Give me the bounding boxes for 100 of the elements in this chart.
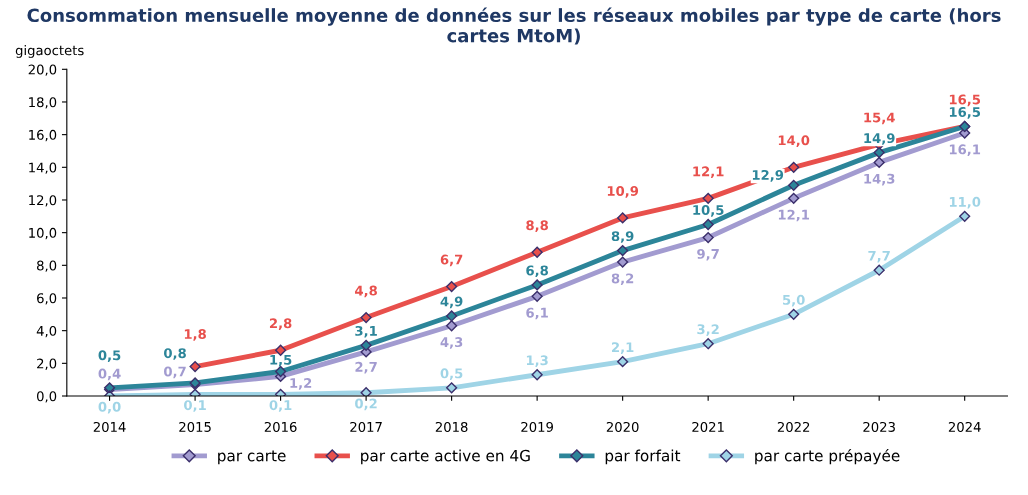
y-tick-label: 16,0 [29,129,57,142]
point [873,156,885,169]
point [702,192,714,204]
point [360,339,372,351]
data-label: 3,1 [355,325,377,338]
point [873,264,885,276]
data-label: 8,8 [526,220,548,232]
point [446,280,458,293]
x-tick-label: 2024 [948,421,981,432]
x-tick-label: 2017 [350,421,382,432]
point [274,344,287,356]
data-label: 0,5 [440,368,463,381]
point [617,245,629,257]
data-label: 1,2 [290,378,312,390]
point [788,179,800,191]
data-label: 0,4 [98,368,121,381]
point [446,310,458,322]
data-label: 4,9 [440,296,463,309]
data-label: 12,1 [693,166,724,179]
x-tick-label: 2015 [179,421,211,432]
point [446,382,458,394]
data-label: 12,9 [752,169,784,182]
data-label: 11,0 [949,196,981,209]
x-tick-label: 2019 [521,421,553,432]
point [959,210,971,222]
y-tick-label: 20,0 [28,64,57,76]
data-label: 6,1 [526,307,548,320]
x-tick-label: 2014 [93,421,126,432]
y-tick-label: 18,0 [29,97,57,109]
y-tick-label: 14,0 [29,162,57,174]
y-tick-label: 10,0 [29,227,57,240]
legend-label: par carte prépayée [755,448,900,465]
data-label: 14,9 [864,133,895,145]
point [617,212,629,224]
x-tick-label: 2018 [435,421,468,432]
data-label: 7,7 [868,250,890,263]
point [446,320,458,332]
data-label: 0,2 [355,398,377,411]
y-axis-title: gigaoctets [15,45,84,58]
data-label: 0,0 [98,401,121,414]
data-label: 14,3 [864,173,895,186]
data-label: 2,1 [612,342,634,354]
data-label: 0,1 [184,400,206,412]
point [873,147,885,159]
point [702,231,714,244]
data-label: 6,8 [526,265,548,278]
x-tick-label: 2020 [606,421,639,432]
data-label: 8,9 [611,231,634,243]
data-label: 9,7 [697,248,719,261]
data-label: 12,1 [778,209,810,222]
data-label: 1,8 [184,329,206,341]
y-tick-label: 12,0 [29,195,57,207]
data-label: 3,2 [697,324,719,336]
x-tick-label: 2016 [264,421,297,432]
data-label: 2,8 [269,318,292,330]
point [531,369,543,381]
y-tick-label: 0,0 [36,391,57,403]
data-label: 16,5 [949,94,981,107]
point [788,192,800,204]
legend-label: par carte [218,450,286,465]
data-label: 0,1 [269,400,292,412]
y-tick-label: 6,0 [37,293,57,305]
data-label: 0,8 [164,348,186,360]
point [531,246,543,258]
point [702,338,714,350]
x-tick-label: 2022 [777,421,810,432]
x-tick-label: 2023 [863,421,895,432]
point [617,356,629,368]
data-label: 15,4 [864,112,895,125]
point [189,360,201,373]
data-label: 10,5 [693,205,724,217]
legend-label: par forfait [605,449,681,465]
data-label: 5,0 [782,294,805,307]
data-label: 8,2 [611,273,634,286]
data-label: 1,3 [526,355,548,367]
y-tick-label: 2,0 [37,358,57,370]
point [617,256,629,268]
point [788,308,800,320]
data-label: 0,7 [164,366,186,379]
data-label: 2,7 [355,361,377,374]
point [788,161,800,173]
data-label: 14,0 [778,135,810,147]
chart-title: Consommation mensuelle moyenne de données sur les réseaux mobiles par type de carte (hors cartes MtoM) [27,7,1001,45]
point [360,387,372,396]
point [531,279,543,291]
y-tick-label: 8,0 [37,260,57,272]
data-label: 1,5 [270,354,292,367]
data-label: 16,5 [949,107,981,119]
point [531,290,543,302]
point [360,311,372,324]
legend-label: par carte active en 4G [361,449,530,465]
data-label: 10,9 [607,185,639,198]
x-tick-label: 2021 [692,421,724,432]
data-label: 16,1 [949,144,981,157]
data-label: 4,3 [440,337,463,349]
data-label: 4,8 [355,285,377,298]
point [702,218,714,231]
y-tick-label: 4,0 [36,325,57,338]
data-label: 6,7 [440,254,463,267]
data-label: 0,5 [98,350,121,362]
